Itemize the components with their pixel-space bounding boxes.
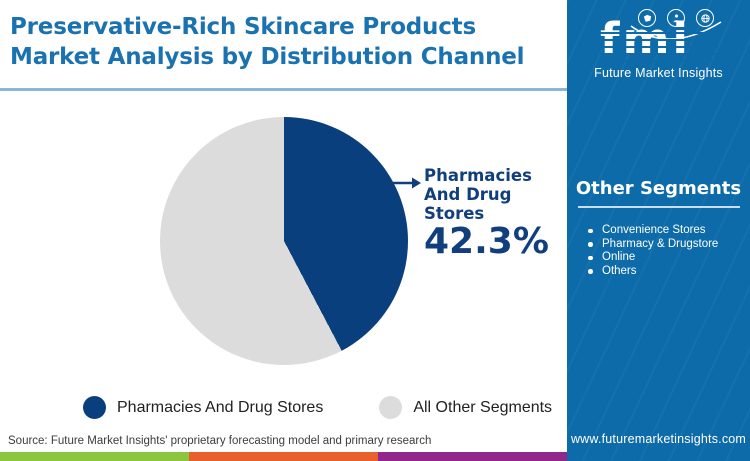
- logo-subtitle: Future Market Insights: [594, 66, 723, 80]
- globe-icon: [696, 9, 714, 27]
- fmi-stripe: [600, 53, 718, 55]
- legend-label: All Other Segments: [413, 398, 553, 416]
- footer-strip-orange: [189, 452, 378, 461]
- map-icon: [638, 9, 656, 27]
- person-icon: [667, 9, 685, 27]
- segment-item: Others: [587, 265, 718, 279]
- page-title: Preservative-Rich Skincare Products Mark…: [10, 14, 525, 70]
- other-segments-list: Convenience Stores Pharmacy & Drugstore On…: [587, 224, 719, 279]
- legend-item: Pharmacies And Drug Stores: [83, 396, 323, 419]
- legend-label: Pharmacies And Drug Stores: [117, 398, 324, 416]
- source-note: Source: Future Market Insights' propriet…: [8, 435, 432, 447]
- legend-swatch: [83, 396, 106, 419]
- callout-label: Pharmacies And Drug Stores: [424, 166, 532, 223]
- logo-swoosh: [630, 21, 722, 40]
- callout-arrow-icon: [392, 177, 421, 189]
- segment-item: Pharmacy & Drugstore: [587, 237, 719, 250]
- footer-strip-purple: [378, 452, 567, 461]
- sidebar: fmi Future Market Insights Other Segment…: [567, 0, 750, 461]
- other-segments-underline: [578, 206, 740, 208]
- legend-swatch: [379, 396, 403, 419]
- fmi-stripe: [600, 46, 718, 48]
- fmi-stripe: [600, 39, 718, 41]
- fmi-wordmark: fmi: [600, 14, 720, 66]
- footer-strip-green: [0, 452, 189, 461]
- title-divider: [0, 88, 567, 91]
- pie-chart: [160, 117, 408, 365]
- fmi-logo: fmi Future Market Insights: [567, 0, 750, 85]
- segment-item: Online: [587, 251, 718, 265]
- legend-item: All Other Segments: [379, 396, 552, 419]
- pie-callout: Pharmacies And Drug Stores 42.3%: [424, 166, 564, 261]
- legend: Pharmacies And Drug Stores All Other Segm…: [83, 396, 552, 419]
- fmi-stripe: [600, 32, 718, 34]
- segment-item: Convenience Stores: [587, 224, 718, 238]
- fmi-stripe: [600, 60, 718, 62]
- callout-value: 42.3%: [424, 221, 549, 262]
- website-link[interactable]: www.futuremarketinsights.com: [570, 432, 747, 446]
- logo-icons: [638, 9, 714, 27]
- other-segments-heading: Other Segments: [575, 178, 742, 199]
